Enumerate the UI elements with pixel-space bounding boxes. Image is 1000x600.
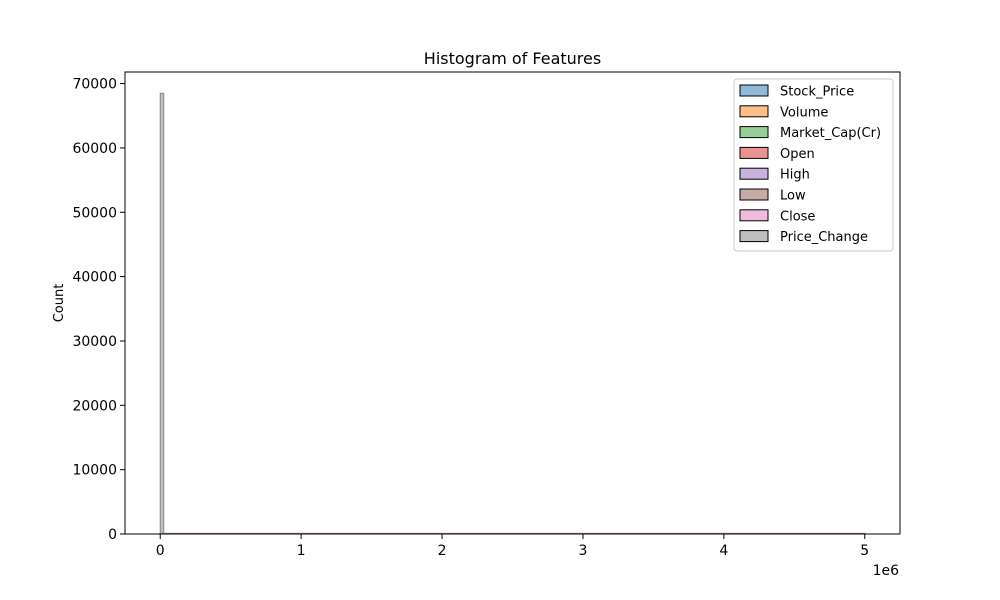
legend-label: Low [780, 189, 806, 204]
y-tick-label: 50000 [72, 205, 117, 221]
legend-label: Price_Change [780, 230, 868, 245]
y-tick-label: 70000 [72, 77, 117, 93]
legend-label: Stock_Price [780, 85, 854, 100]
y-ticks: 0 10000 20000 30000 40000 50000 60000 70000 [72, 77, 125, 543]
x-tick-label: 2 [438, 543, 447, 559]
histogram-bar-price-change-0 [159, 92, 165, 535]
x-tick-label: 1 [297, 543, 306, 559]
legend-swatch [739, 105, 769, 118]
legend-swatch [739, 230, 769, 243]
legend-label: Close [780, 209, 815, 224]
legend-swatch [739, 84, 769, 97]
legend-swatch [739, 167, 769, 180]
y-tick-label: 60000 [72, 141, 117, 157]
legend-label: Market_Cap(Cr) [780, 126, 881, 141]
legend-label: High [780, 168, 810, 183]
x-tick-label: 3 [578, 543, 587, 559]
y-tick-label: 0 [108, 527, 117, 543]
legend-label: Volume [780, 105, 828, 120]
chart-title: Histogram of Features [424, 49, 601, 68]
legend-swatch [739, 126, 769, 139]
legend-box [733, 78, 894, 252]
x-tick-label: 5 [860, 543, 869, 559]
y-axis-label: Count [52, 284, 67, 323]
x-ticks: 0 1 2 3 4 5 [156, 534, 869, 559]
x-tick-label: 0 [156, 543, 165, 559]
legend-swatch [739, 188, 769, 201]
legend: Stock_Price Volume Market_Cap(Cr) Open High L… [733, 78, 894, 252]
x-axis-offset-label: 1e6 [873, 563, 900, 579]
legend-label: Open [780, 147, 815, 162]
x-tick-label: 4 [719, 543, 728, 559]
y-tick-label: 40000 [72, 270, 117, 286]
legend-swatch [739, 209, 769, 222]
y-tick-label: 30000 [72, 334, 117, 350]
y-tick-label: 10000 [72, 463, 117, 479]
plot-frame [124, 71, 901, 535]
y-tick-label: 20000 [72, 398, 117, 414]
legend-swatch [739, 146, 769, 159]
